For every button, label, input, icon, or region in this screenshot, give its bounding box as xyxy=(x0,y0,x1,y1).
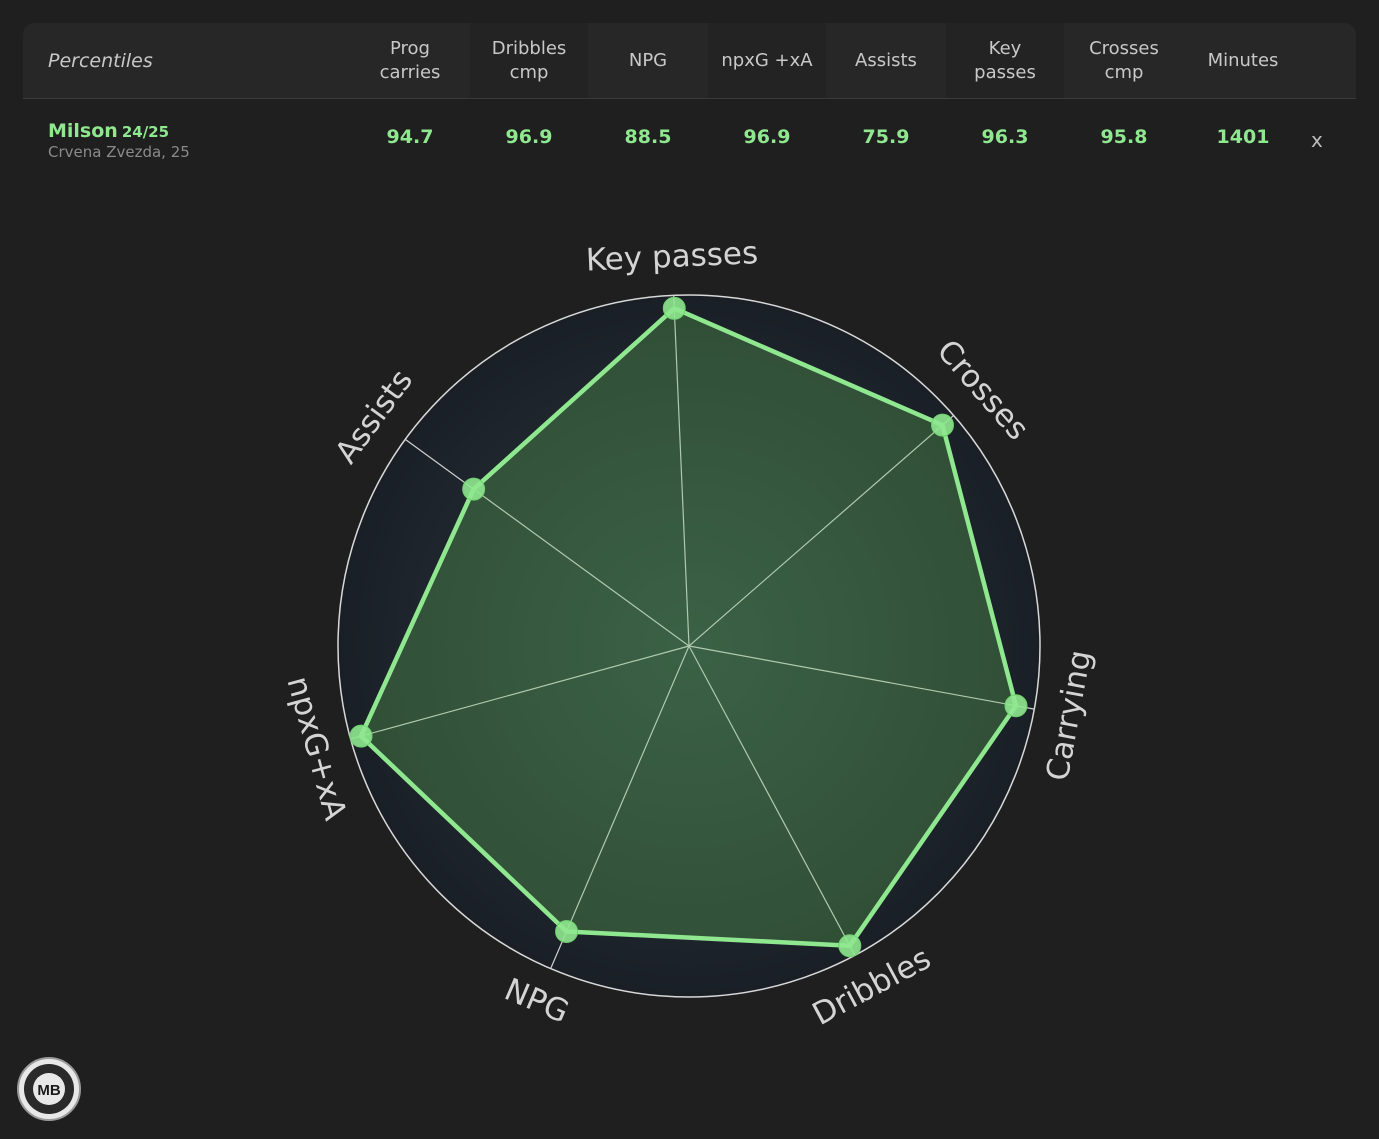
player-club: Crvena Zvezda, 25 xyxy=(48,143,190,161)
logo-text: MB xyxy=(37,1082,60,1099)
column-header-assists[interactable]: Assists xyxy=(855,49,917,71)
radar-point-assists xyxy=(462,477,486,501)
column-header-dribbles-cmp[interactable]: Dribbles cmp xyxy=(470,23,588,98)
radar-point-npg xyxy=(555,919,579,943)
column-header-npxg-xa[interactable]: npxG +xA xyxy=(708,23,826,98)
column-header-crosses-cmp[interactable]: Crosses cmp xyxy=(1089,37,1159,83)
value-npg: 88.5 xyxy=(624,126,672,148)
remove-player-button[interactable]: x xyxy=(1311,128,1323,152)
percentiles-table-header: Percentiles Prog carries Dribbles cmp NP… xyxy=(23,23,1356,99)
player-name: Milson 24/25 xyxy=(48,120,170,142)
radar-series-area xyxy=(361,308,1016,946)
radar-point-crosses xyxy=(931,413,955,437)
column-header-key-passes[interactable]: Key passes xyxy=(946,23,1064,98)
radar-point-dribbles xyxy=(838,934,862,958)
radar-axis-label-carrying: Carrying xyxy=(1040,647,1099,783)
radar-axis-label-key-passes: Key passes xyxy=(585,235,759,278)
radar-spokes xyxy=(350,295,1035,969)
radar-spoke-npg xyxy=(550,645,690,969)
radar-point-carrying xyxy=(1004,694,1028,718)
value-crosses-cmp: 95.8 xyxy=(1100,126,1148,148)
player-season: 24/25 xyxy=(121,123,170,141)
value-key-passes: 96.3 xyxy=(981,126,1029,148)
column-header-prog-carries[interactable]: Prog carries xyxy=(379,37,441,83)
radar-spoke-carrying xyxy=(688,645,1035,710)
radar-axis-label-npg: NPG xyxy=(499,972,574,1031)
value-prog-carries: 94.7 xyxy=(386,126,434,148)
column-header-minutes[interactable]: Minutes xyxy=(1207,49,1279,71)
value-dribbles-cmp: 96.9 xyxy=(505,126,553,148)
radar-spoke-assists xyxy=(404,438,690,647)
percentiles-title: Percentiles xyxy=(48,49,153,72)
value-assists: 75.9 xyxy=(862,126,910,148)
radar-point-key-passes xyxy=(662,296,686,320)
value-minutes: 1401 xyxy=(1216,126,1270,148)
mb-logo: MB xyxy=(17,1057,81,1121)
value-npxg-xa: 96.9 xyxy=(743,126,791,148)
radar-spoke-dribbles xyxy=(688,645,856,956)
radar-series-outline xyxy=(358,306,1019,948)
radar-point-npxg-xa xyxy=(349,724,373,748)
radar-spoke-crosses xyxy=(688,414,955,647)
radar-spoke-key-passes xyxy=(673,295,690,647)
radar-spoke-npxg-xa xyxy=(350,645,690,740)
column-header-npg[interactable]: NPG xyxy=(628,49,668,71)
